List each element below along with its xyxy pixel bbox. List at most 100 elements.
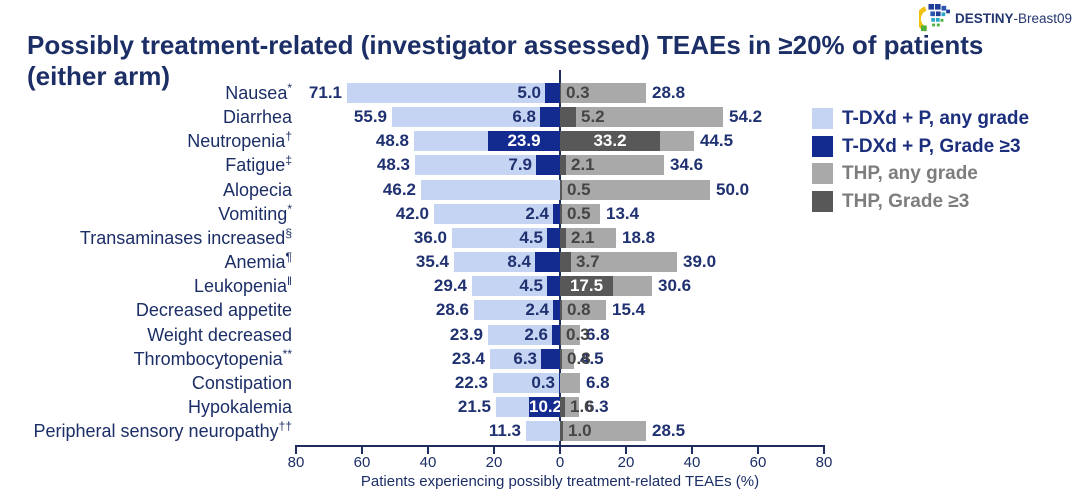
category-label: Weight decreased bbox=[0, 325, 292, 345]
value-tdxd-grade3plus: 5.0 bbox=[517, 83, 541, 102]
value-thp-any-grade: 6.8 bbox=[586, 325, 610, 344]
value-tdxd-any-grade: 71.1 bbox=[308, 83, 342, 102]
category-label: Hypokalemia bbox=[0, 397, 292, 417]
bar-thp-grade3plus bbox=[560, 421, 563, 441]
value-thp-grade3plus: 0.8 bbox=[567, 349, 591, 368]
value-tdxd-grade3plus: 2.4 bbox=[525, 300, 549, 319]
value-thp-grade3plus: 0.5 bbox=[567, 180, 591, 199]
category-label: Anemia¶ bbox=[0, 251, 292, 272]
bar-tdxd-any-grade bbox=[488, 325, 560, 345]
axis-tick-label: 0 bbox=[555, 454, 565, 471]
legend-swatch bbox=[812, 191, 833, 212]
bar-tdxd-grade3plus bbox=[540, 107, 560, 127]
bar-thp-any-grade bbox=[560, 349, 574, 369]
bar-thp-any-grade bbox=[560, 204, 600, 224]
category-label-text: Leukopenia bbox=[193, 276, 288, 296]
logo-text-bold: DESTINY bbox=[954, 10, 1014, 26]
value-thp-any-grade: 39.0 bbox=[683, 252, 717, 271]
category-label: Alopecia bbox=[0, 180, 292, 200]
category-label: Decreased appetite bbox=[0, 300, 292, 320]
page-title-line2: (either arm) bbox=[27, 61, 171, 91]
bar-tdxd-any-grade bbox=[493, 373, 560, 393]
bar-tdxd-any-grade bbox=[452, 228, 560, 248]
category-label-text: Diarrhea bbox=[222, 107, 292, 127]
value-tdxd-grade3plus: 2.6 bbox=[524, 325, 548, 344]
category-label-text: Vomiting bbox=[218, 204, 288, 224]
axis-tick-label: 20 bbox=[485, 454, 503, 471]
value-tdxd-any-grade: 11.3 bbox=[488, 421, 521, 440]
bar-thp-grade3plus bbox=[560, 83, 561, 103]
bar-thp-any-grade bbox=[560, 155, 664, 175]
category-label: Peripheral sensory neuropathy†† bbox=[0, 419, 292, 441]
category-label-text: Peripheral sensory neuropathy bbox=[33, 421, 279, 441]
bar-thp-any-grade bbox=[560, 300, 606, 320]
category-label: Transaminases increased§ bbox=[0, 226, 292, 248]
axis-tick bbox=[757, 447, 759, 454]
axis-tick-label: 40 bbox=[683, 454, 701, 471]
axis-tick bbox=[559, 447, 561, 454]
category-label: Neutropenia† bbox=[0, 130, 292, 151]
value-tdxd-any-grade: 48.8 bbox=[375, 131, 409, 150]
bar-tdxd-any-grade bbox=[474, 300, 560, 320]
value-tdxd-any-grade: 28.6 bbox=[435, 300, 469, 319]
axis-tick-label: 80 bbox=[815, 454, 833, 471]
page-title: Possibly treatment-related (investigator… bbox=[27, 30, 1067, 92]
value-thp-any-grade: 15.4 bbox=[612, 300, 646, 319]
category-label-text: Decreased appetite bbox=[135, 300, 292, 320]
logo-text-rest: -Breast09 bbox=[1013, 10, 1072, 26]
category-label: Vomiting* bbox=[0, 203, 292, 224]
bar-thp-grade3plus bbox=[560, 180, 562, 200]
value-thp-grade3plus: 17.5 bbox=[569, 276, 604, 295]
bar-tdxd-grade3plus bbox=[547, 276, 561, 296]
bar-tdxd-any-grade bbox=[454, 252, 560, 272]
bar-tdxd-grade3plus bbox=[529, 397, 560, 417]
value-thp-grade3plus: 1.0 bbox=[568, 421, 592, 440]
value-tdxd-any-grade: 23.4 bbox=[451, 349, 485, 368]
bar-thp-grade3plus bbox=[560, 155, 566, 175]
bar-thp-grade3plus bbox=[560, 131, 660, 151]
legend-label: THP, Grade ≥3 bbox=[842, 191, 970, 212]
value-thp-grade3plus: 33.2 bbox=[593, 131, 627, 150]
page-title-line1: Possibly treatment-related (investigator… bbox=[27, 30, 984, 60]
value-tdxd-any-grade: 22.3 bbox=[454, 373, 488, 392]
bar-thp-grade3plus bbox=[560, 204, 562, 224]
bar-tdxd-any-grade bbox=[421, 180, 560, 200]
value-tdxd-grade3plus: 4.5 bbox=[519, 276, 543, 295]
bar-tdxd-any-grade bbox=[472, 276, 560, 296]
x-axis-line bbox=[295, 445, 825, 447]
value-thp-grade3plus: 0.5 bbox=[567, 204, 591, 223]
value-tdxd-any-grade: 48.3 bbox=[376, 155, 410, 174]
value-tdxd-grade3plus: 8.4 bbox=[507, 252, 531, 271]
bar-tdxd-any-grade bbox=[392, 107, 560, 127]
value-thp-any-grade: 28.5 bbox=[652, 421, 686, 440]
bar-thp-grade3plus bbox=[560, 349, 562, 369]
footnote-marker: ‡ bbox=[285, 153, 292, 167]
bar-thp-any-grade bbox=[560, 107, 723, 127]
category-label: Fatigue‡ bbox=[0, 153, 292, 175]
value-tdxd-grade3plus: 6.8 bbox=[512, 107, 536, 126]
bar-thp-grade3plus bbox=[560, 252, 571, 272]
category-label-text: Alopecia bbox=[222, 180, 292, 200]
axis-tick bbox=[625, 447, 627, 454]
value-thp-grade3plus: 3.7 bbox=[576, 252, 600, 271]
footnote-marker: * bbox=[287, 81, 292, 95]
footnote-marker: ** bbox=[282, 347, 292, 361]
value-thp-any-grade: 6.8 bbox=[586, 373, 610, 392]
bar-tdxd-grade3plus bbox=[552, 325, 560, 345]
category-label-text: Fatigue bbox=[225, 155, 286, 175]
value-thp-any-grade: 54.2 bbox=[729, 107, 763, 126]
value-thp-any-grade: 34.6 bbox=[670, 155, 704, 174]
bar-thp-grade3plus bbox=[560, 397, 565, 417]
axis-tick-label: 20 bbox=[617, 454, 635, 471]
category-label-text: Anemia bbox=[224, 252, 286, 272]
value-tdxd-grade3plus: 4.5 bbox=[519, 228, 543, 247]
axis-tick bbox=[493, 447, 495, 454]
legend-swatch bbox=[812, 136, 833, 157]
footnote-marker: § bbox=[285, 226, 292, 240]
footnote-marker: †† bbox=[278, 419, 292, 433]
value-tdxd-any-grade: 35.4 bbox=[415, 252, 449, 271]
value-tdxd-grade3plus: 2.4 bbox=[525, 204, 549, 223]
value-tdxd-any-grade: 42.0 bbox=[395, 204, 429, 223]
bar-tdxd-grade3plus bbox=[559, 373, 560, 393]
